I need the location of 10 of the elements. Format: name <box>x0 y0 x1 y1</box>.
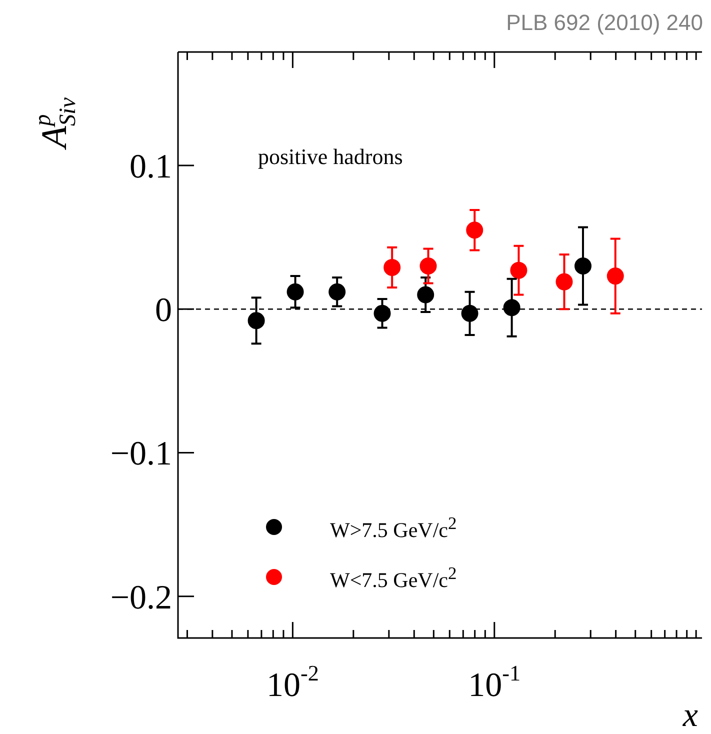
y-tick-label: 0.1 <box>130 148 172 186</box>
annotation: positive hadrons <box>258 144 403 169</box>
y-axis-title: ApSiv <box>30 96 81 150</box>
legend-label: W>7.5 GeV/c$^{2}$ <box>330 512 457 543</box>
legend-label: W<7.5 GeV/c$^{2}$ <box>330 562 457 593</box>
y-tick-label: −0.2 <box>110 579 172 616</box>
y-tick-label: −0.1 <box>110 436 172 473</box>
y-tick-label: 0 <box>155 292 172 330</box>
x-axis-title: x <box>682 697 698 734</box>
text: PLB 692 (2010) 240 <box>506 10 704 35</box>
